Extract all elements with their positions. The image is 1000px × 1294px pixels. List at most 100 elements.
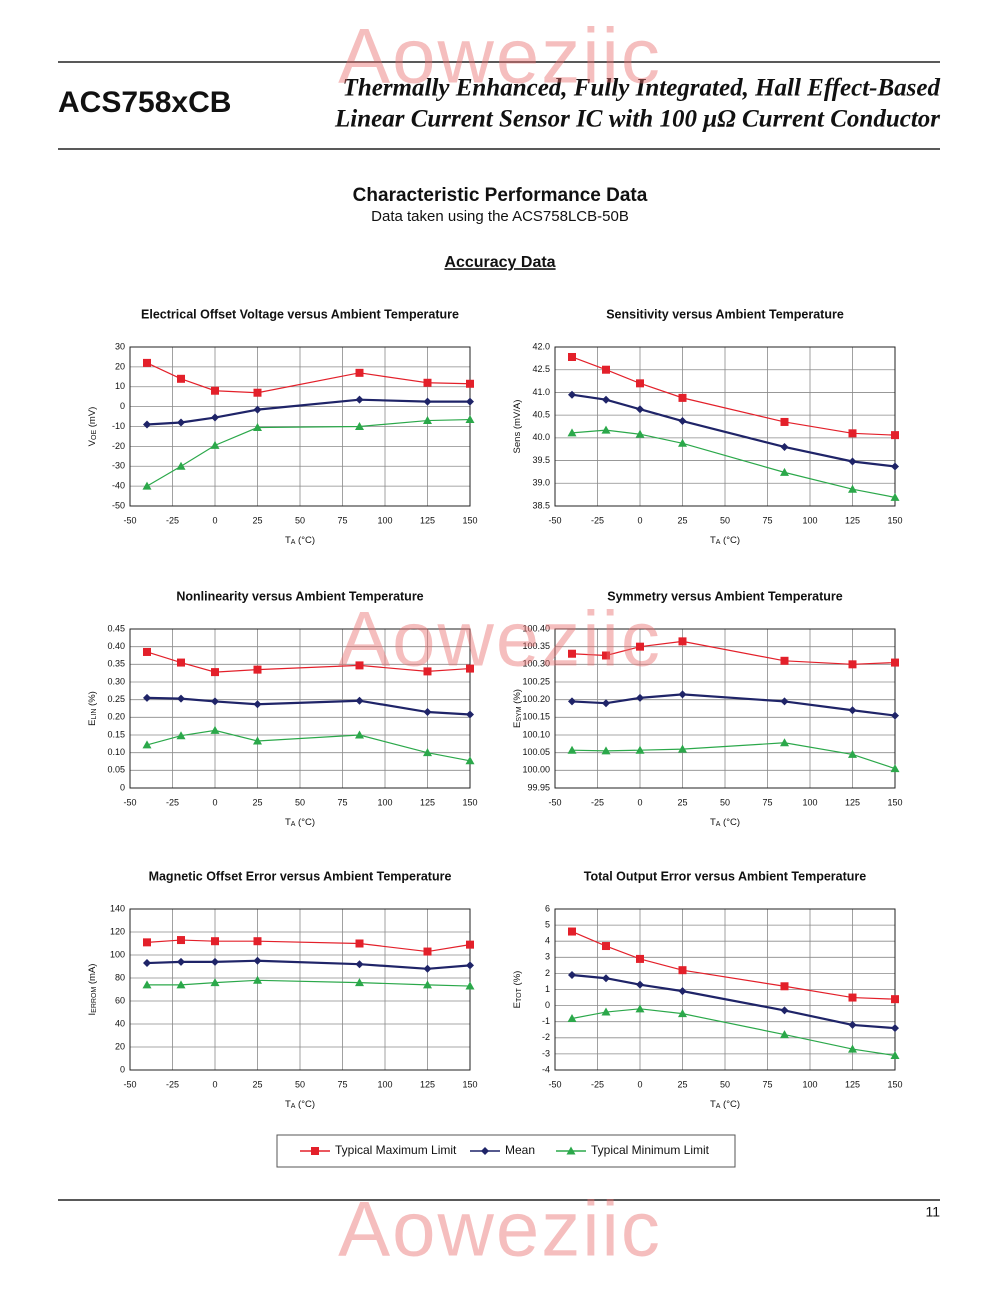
marker <box>890 492 900 501</box>
axis-symbol: I <box>87 1013 98 1016</box>
y-tick-label: 100.05 <box>522 747 550 757</box>
marker <box>848 429 857 438</box>
marker <box>423 964 432 973</box>
y-axis-label: Sens (mV/A) <box>512 400 523 454</box>
y-axis-label: IERROM (mA) <box>87 964 98 1016</box>
x-tick-label: 25 <box>252 1079 262 1089</box>
marker <box>177 658 185 667</box>
x-tick-label: 50 <box>720 797 730 807</box>
x-tick-label: 75 <box>337 515 347 525</box>
y-tick-label: 100.10 <box>522 729 550 739</box>
axis-subscript: A <box>291 821 296 828</box>
x-tick-label: 150 <box>462 797 477 807</box>
axis-subscript: OE <box>91 430 98 440</box>
chart-title: Nonlinearity versus Ambient Temperature <box>176 589 423 603</box>
marker <box>848 484 857 493</box>
y-tick-label: 41.0 <box>532 387 550 397</box>
x-tick-label: 75 <box>337 797 347 807</box>
watermark: Aoweziic <box>338 1185 662 1273</box>
marker <box>780 442 789 451</box>
marker <box>253 388 262 397</box>
axis-symbol: T <box>285 535 291 546</box>
chart-title: Total Output Error versus Ambient Temper… <box>584 869 867 883</box>
legend-label: Mean <box>505 1143 535 1157</box>
y-tick-label: 100.35 <box>522 641 550 651</box>
x-tick-label: 0 <box>637 515 642 525</box>
plot-border <box>554 346 896 507</box>
x-axis-label: TA (°C) <box>710 535 740 546</box>
marker <box>210 725 220 734</box>
marker <box>568 352 576 361</box>
y-tick-label: -1 <box>542 1016 550 1026</box>
marker <box>211 668 219 677</box>
axis-subscript: TOT <box>516 987 523 1002</box>
y-axis-label: ELIN (%) <box>87 691 98 726</box>
marker <box>143 358 151 367</box>
x-axis-label: TA (°C) <box>710 817 740 828</box>
marker <box>143 959 151 968</box>
chart: Total Output Error versus Ambient Temper… <box>512 869 903 1110</box>
y-tick-label: 5 <box>545 919 550 929</box>
x-tick-label: 150 <box>887 1079 902 1089</box>
marker <box>253 422 262 431</box>
watermark: Aoweziic <box>338 12 662 100</box>
marker <box>678 690 687 699</box>
x-tick-label: -25 <box>166 515 179 525</box>
axis-unit: (°C) <box>720 817 740 828</box>
x-tick-label: 100 <box>802 515 817 525</box>
x-tick-label: 50 <box>295 515 305 525</box>
marker <box>678 637 687 646</box>
marker <box>567 428 577 437</box>
x-tick-label: 125 <box>845 797 860 807</box>
x-tick-label: 0 <box>212 1079 217 1089</box>
section-heading: Accuracy Data <box>444 254 555 271</box>
marker <box>568 697 576 706</box>
y-tick-label: 0.45 <box>107 623 125 633</box>
marker <box>466 664 474 673</box>
marker <box>355 368 364 377</box>
marker <box>678 1009 687 1018</box>
marker <box>466 940 474 949</box>
axis-subscript: A <box>716 1103 721 1110</box>
y-tick-label: 42.5 <box>532 364 550 374</box>
marker <box>567 745 577 754</box>
axis-unit: (°C) <box>720 535 740 546</box>
header-title: Linear Current Sensor IC with 100 μΩ Cur… <box>334 106 940 133</box>
marker <box>253 700 262 709</box>
axis-subscript: A <box>291 539 296 546</box>
plot-border <box>554 628 896 789</box>
x-tick-label: 75 <box>762 797 772 807</box>
x-axis-label: TA (°C) <box>285 1099 315 1110</box>
x-tick-label: -50 <box>548 1079 561 1089</box>
y-tick-label: 6 <box>545 903 550 913</box>
y-axis-label: ESYM (%) <box>512 689 523 728</box>
x-tick-label: 100 <box>377 1079 392 1089</box>
marker <box>211 957 219 966</box>
x-tick-label: 150 <box>462 515 477 525</box>
marker <box>142 481 152 490</box>
marker <box>423 667 432 676</box>
axis-symbol: T <box>710 1099 716 1110</box>
chart: Symmetry versus Ambient Temperature 100.4… <box>512 589 903 828</box>
marker <box>780 467 789 476</box>
x-tick-label: 125 <box>420 1079 435 1089</box>
marker <box>253 937 262 946</box>
y-tick-label: 20 <box>115 1041 125 1051</box>
marker <box>143 647 151 656</box>
marker <box>481 1147 489 1155</box>
marker <box>635 1004 645 1013</box>
marker <box>253 665 262 674</box>
marker <box>891 995 899 1004</box>
plot-border <box>129 346 471 507</box>
y-tick-label: 2 <box>545 968 550 978</box>
y-axis-label: VOE (mV) <box>87 407 98 447</box>
x-tick-label: 100 <box>377 797 392 807</box>
x-tick-label: 50 <box>720 1079 730 1089</box>
axis-unit: (%) <box>512 689 523 706</box>
y-tick-label: 0.15 <box>107 729 125 739</box>
y-tick-label: 38.5 <box>532 500 550 510</box>
marker <box>678 417 687 426</box>
marker <box>891 1024 899 1033</box>
axis-symbol: Sens (mV/A) <box>512 400 523 454</box>
x-tick-label: -25 <box>166 797 179 807</box>
